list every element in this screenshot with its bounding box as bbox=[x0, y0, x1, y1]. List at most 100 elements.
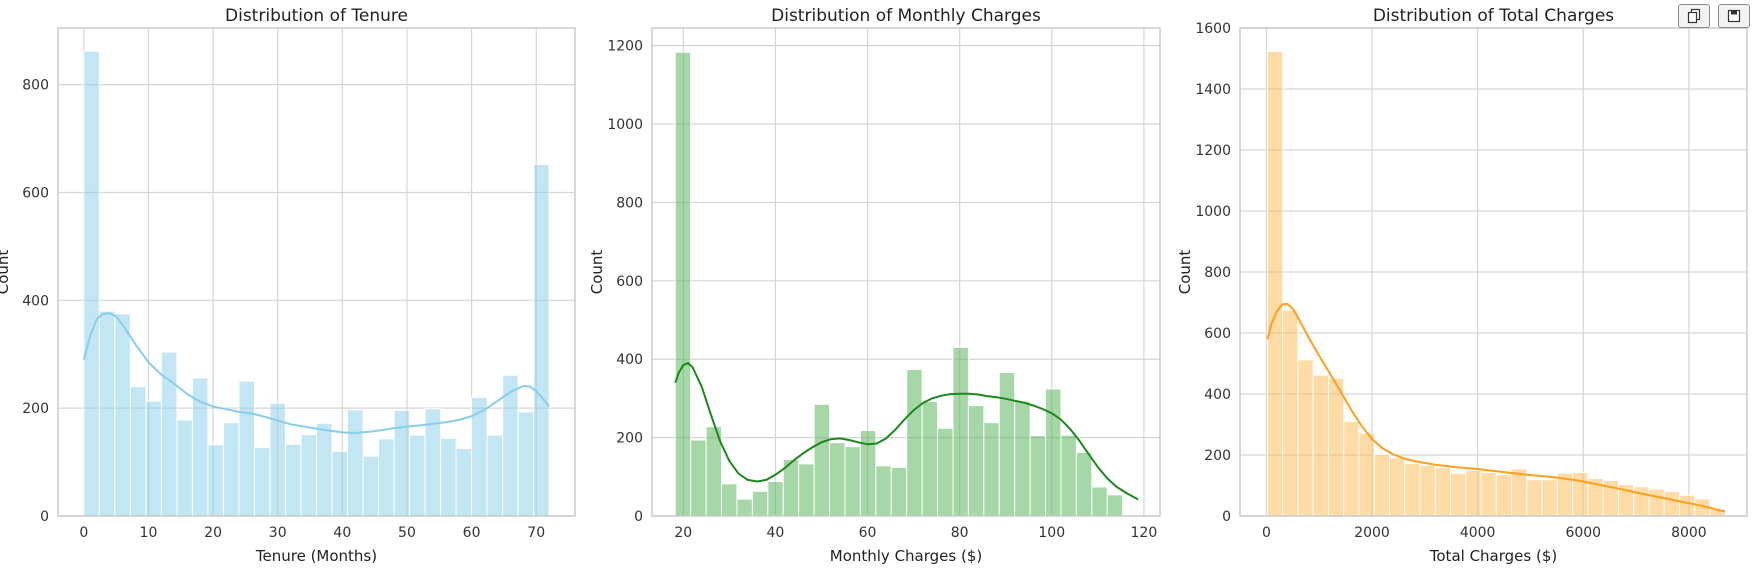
histogram-bar bbox=[378, 438, 395, 517]
histogram-bar bbox=[721, 483, 738, 517]
histogram-bar bbox=[1404, 463, 1421, 517]
histogram-bar bbox=[751, 490, 769, 517]
chart-panel-1: 0 10 20 30 40 50 60 70 0 200 400 600 800 Distribution… bbox=[0, 6, 576, 565]
x-tick-label: 40 bbox=[333, 525, 351, 541]
histogram-bar bbox=[1266, 50, 1284, 517]
x-tick-label: 40 bbox=[767, 525, 785, 541]
y-axis-label: Count bbox=[1176, 250, 1194, 295]
histogram-bar bbox=[1091, 486, 1108, 517]
histogram-bar bbox=[1678, 494, 1696, 517]
histogram-bar bbox=[1572, 471, 1589, 517]
x-tick-label: 60 bbox=[463, 525, 481, 541]
y-tick-label: 600 bbox=[22, 185, 49, 201]
y-tick-label: 400 bbox=[1204, 387, 1231, 403]
y-tick-label: 1400 bbox=[1195, 82, 1231, 98]
histogram-bar bbox=[440, 437, 457, 517]
x-tick-label: 50 bbox=[398, 525, 416, 541]
histogram-bar bbox=[906, 368, 923, 517]
histogram-bar bbox=[238, 380, 255, 517]
y-tick-label: 600 bbox=[616, 274, 643, 290]
histogram-bar bbox=[875, 465, 892, 517]
histogram-bar bbox=[844, 446, 861, 517]
histogram-bar bbox=[98, 310, 116, 517]
histogram-bar bbox=[967, 404, 985, 517]
histogram-bar bbox=[1373, 453, 1391, 517]
histogram-bar bbox=[176, 419, 193, 517]
histogram-bar bbox=[921, 401, 939, 517]
chart-title: Distribution of Monthly Charges bbox=[771, 6, 1041, 26]
histogram-bar bbox=[455, 448, 473, 517]
histogram-bar bbox=[284, 443, 302, 517]
histogram-bar bbox=[937, 427, 954, 517]
x-tick-label: 60 bbox=[859, 525, 877, 541]
histogram-bar bbox=[1075, 452, 1093, 517]
histogram-bar bbox=[736, 498, 753, 517]
x-tick-label: 6000 bbox=[1565, 525, 1601, 541]
x-tick-label: 10 bbox=[140, 525, 158, 541]
histogram-bar bbox=[1526, 479, 1543, 517]
y-tick-label: 400 bbox=[616, 352, 643, 368]
histogram-bar bbox=[1389, 457, 1406, 517]
histogram-bar bbox=[1060, 434, 1077, 517]
y-tick-label: 0 bbox=[40, 509, 49, 525]
histogram-bar bbox=[331, 450, 349, 517]
histogram-bar bbox=[767, 481, 784, 517]
histogram-bar bbox=[674, 51, 692, 517]
x-tick-label: 80 bbox=[951, 525, 969, 541]
histogram-bar bbox=[1648, 488, 1665, 517]
kde-line bbox=[674, 361, 1139, 501]
y-tick-label: 0 bbox=[634, 509, 643, 525]
histogram-bar bbox=[347, 409, 364, 517]
x-tick-label: 0 bbox=[1262, 525, 1271, 541]
y-tick-label: 400 bbox=[22, 293, 49, 309]
y-axis-label: Count bbox=[588, 250, 606, 295]
histogram-bar bbox=[517, 411, 535, 517]
histogram-bar bbox=[129, 386, 147, 517]
histogram-bar bbox=[1450, 472, 1467, 517]
x-tick-label: 4000 bbox=[1460, 525, 1496, 541]
histogram-bar bbox=[1541, 479, 1558, 517]
chart-panel-3: 0 2000 4000 6000 8000 0 200 400 600 800 1000 1200 14… bbox=[1176, 6, 1748, 565]
x-tick-label: 2000 bbox=[1354, 525, 1390, 541]
x-axis-label: Monthly Charges ($) bbox=[830, 547, 982, 565]
histogram-bar bbox=[316, 422, 333, 517]
histogram-bar bbox=[1419, 464, 1436, 517]
histogram-bar bbox=[1282, 309, 1299, 517]
x-axis-label: Total Charges ($) bbox=[1429, 547, 1557, 565]
y-tick-label: 1600 bbox=[1195, 21, 1231, 37]
save-icon[interactable] bbox=[1718, 4, 1750, 28]
y-axis-label: Count bbox=[0, 250, 12, 295]
histogram-bar bbox=[1465, 469, 1482, 517]
histogram-bar bbox=[83, 50, 100, 517]
histogram-bar bbox=[1045, 388, 1062, 517]
histogram-bar bbox=[890, 466, 908, 517]
y-tick-label: 600 bbox=[1204, 326, 1231, 342]
histogram-bar bbox=[1312, 374, 1329, 517]
histogram-bar bbox=[300, 434, 317, 517]
chart-title: Distribution of Total Charges bbox=[1373, 6, 1614, 26]
y-tick-label: 800 bbox=[1204, 265, 1231, 281]
y-tick-label: 200 bbox=[616, 431, 643, 447]
histogram-bar bbox=[1495, 474, 1513, 517]
output-toolbar bbox=[1678, 4, 1750, 28]
x-tick-label: 120 bbox=[1131, 525, 1158, 541]
plot-frame bbox=[651, 27, 1161, 517]
histogram-bar bbox=[1511, 468, 1528, 517]
y-tick-label: 800 bbox=[616, 195, 643, 211]
histogram-bar bbox=[829, 442, 846, 517]
histogram-bar bbox=[207, 444, 224, 517]
histogram-bar bbox=[486, 434, 504, 517]
histogram-bar bbox=[409, 434, 426, 517]
x-tick-label: 70 bbox=[527, 525, 545, 541]
histogram-bar bbox=[114, 313, 131, 517]
x-tick-label: 20 bbox=[674, 525, 692, 541]
histogram-bar bbox=[813, 403, 831, 517]
copy-icon[interactable] bbox=[1678, 4, 1710, 28]
histogram-bar bbox=[145, 400, 162, 517]
histogram-bar bbox=[1358, 432, 1375, 517]
plot-frame bbox=[57, 27, 576, 517]
x-tick-label: 30 bbox=[269, 525, 287, 541]
y-tick-label: 200 bbox=[1204, 448, 1231, 464]
histogram-bar bbox=[1014, 400, 1031, 517]
